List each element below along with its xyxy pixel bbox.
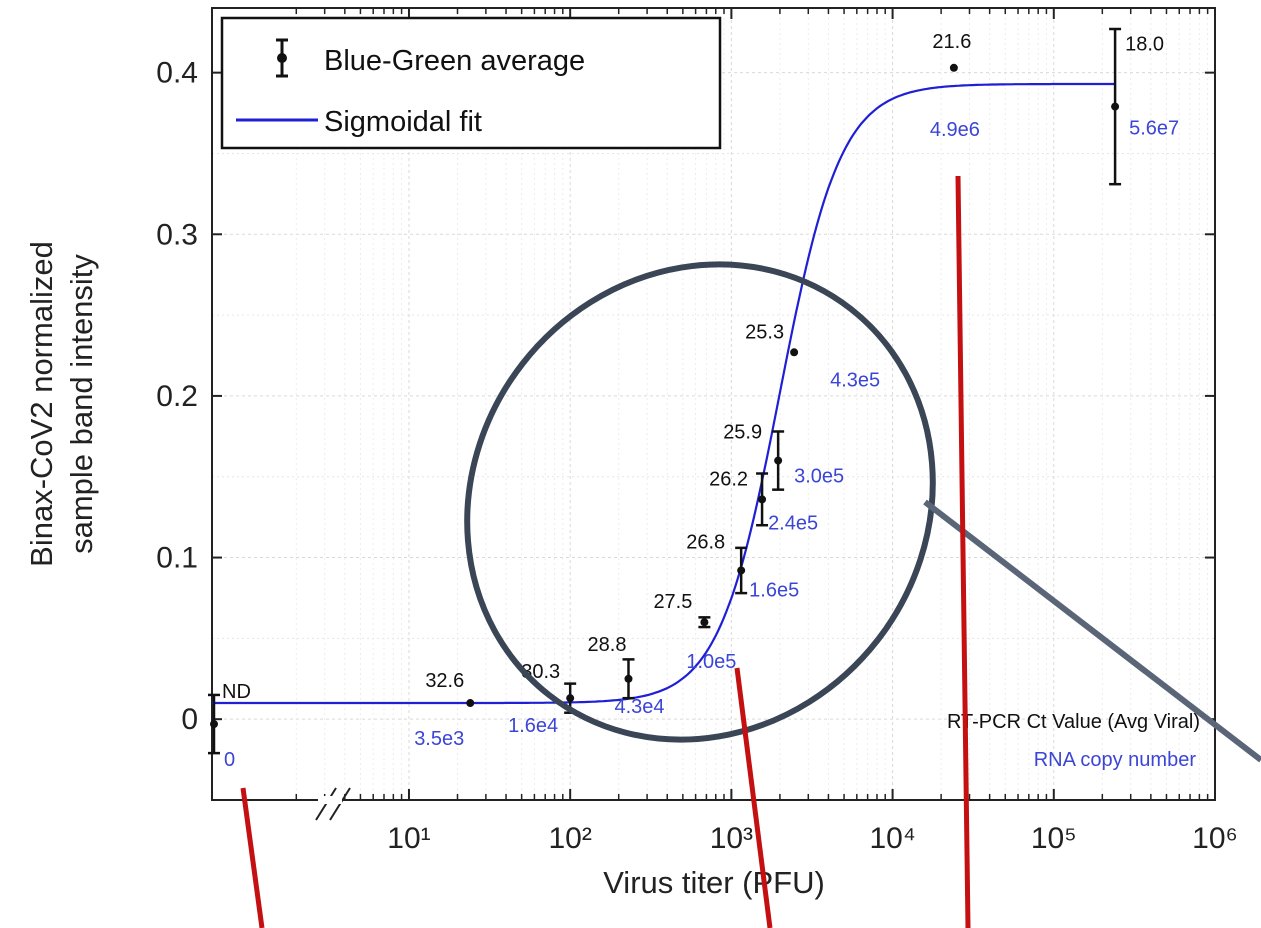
data-point-group (735, 546, 748, 595)
fit-line-group (212, 82, 1115, 705)
ct-heading: RT-PCR Ct Value (Avg Viral) (947, 711, 1200, 733)
data-point (210, 720, 218, 729)
axis-break-mark (315, 787, 351, 821)
data-point-group (756, 472, 769, 527)
y-tick-label: 0.1 (156, 542, 198, 575)
data-point-group (949, 63, 958, 72)
data-point-group (622, 658, 635, 700)
data-point (466, 699, 475, 708)
legend-errorbar-icon (276, 38, 288, 78)
x-tick-label: 10¹ (387, 822, 430, 855)
data-point-group (1109, 27, 1122, 186)
ct-value-label: ND (222, 681, 251, 703)
data-point-group (698, 616, 711, 629)
data-point (700, 618, 709, 627)
data-point (737, 566, 746, 575)
rna-copy-label: 0 (224, 749, 235, 771)
x-tick-label: 10⁴ (869, 822, 915, 855)
data-point (949, 63, 958, 72)
red-pointer-line-4.9e6 (955, 175, 971, 928)
x-axis-title: Virus titer (PFU) (603, 865, 825, 900)
plot-frame (211, 7, 1216, 801)
data-points (208, 27, 1122, 755)
rna-copy-label: 3.5e3 (414, 728, 464, 750)
data-point (1111, 102, 1120, 111)
gray-pointer-line (923, 499, 1261, 763)
point-labels: ND032.63.5e330.31.6e428.84.3e427.51.0e52… (222, 31, 1179, 771)
x-axis-ticks: 10¹ 10² 10³ 10⁴ 10⁵ 10⁶ (295, 8, 1238, 855)
rna-copy-label: 1.0e5 (686, 651, 736, 673)
rna-copy-label: 1.6e5 (749, 579, 799, 601)
legend-label-fit: Sigmoidal fit (324, 106, 482, 138)
data-point (790, 348, 799, 357)
data-point-group (466, 699, 475, 708)
y-tick-label: 0.4 (156, 57, 198, 90)
y-tick-label: 0.2 (156, 380, 198, 413)
x-tick-label: 10⁶ (1192, 822, 1238, 855)
data-point (758, 495, 767, 504)
ct-value-label: 26.2 (709, 468, 748, 490)
rna-copy-label: 4.9e6 (930, 119, 980, 141)
data-point (774, 456, 783, 465)
x-tick-label: 10⁵ (1031, 822, 1077, 855)
ct-value-label: 21.6 (932, 31, 971, 53)
ct-value-label: 26.8 (686, 531, 725, 553)
data-point-group (208, 693, 220, 755)
rna-copy-label: 3.0e5 (794, 466, 844, 488)
y-tick-label: 0 (181, 703, 198, 736)
rna-copy-label: 2.4e5 (768, 512, 818, 534)
legend-label-average: Blue-Green average (324, 45, 585, 77)
ct-value-label: 25.3 (745, 321, 784, 343)
rna-copy-label: 1.6e4 (508, 715, 558, 737)
data-point (566, 694, 575, 703)
y-tick-label: 0.3 (156, 218, 198, 251)
rna-copy-label: 5.6e7 (1129, 118, 1179, 140)
y-axis-title-line2: sample band intensity (64, 254, 99, 554)
legend: Blue-Green average Sigmoidal fit (220, 16, 722, 150)
x-tick-label: 10³ (710, 822, 753, 855)
y-axis-title-line1: Binax-CoV2 normalized (24, 241, 59, 567)
ct-value-label: 32.6 (425, 670, 464, 692)
data-point (624, 674, 633, 683)
rna-copy-label: 4.3e5 (830, 369, 880, 391)
y-axis-title: Binax-CoV2 normalized sample band intens… (24, 241, 99, 567)
data-point-group (772, 430, 785, 491)
ct-value-label: 18.0 (1125, 34, 1164, 56)
highlight-ellipse (464, 261, 936, 743)
ct-value-label: 28.8 (588, 634, 627, 656)
rna-copy-label: 4.3e4 (614, 696, 664, 718)
sigmoidal-fit-line (212, 82, 1115, 705)
x-tick-label: 10² (548, 822, 591, 855)
rna-heading: RNA copy number (1034, 749, 1197, 771)
data-point-group (790, 348, 799, 357)
red-pointer-line-0 (240, 787, 265, 928)
ct-value-label: 25.9 (723, 422, 762, 444)
ct-value-label: 27.5 (653, 591, 692, 613)
red-pointer-line-1e5 (734, 667, 773, 928)
y-axis-ticks: 0 0.1 0.2 0.3 0.4 (156, 57, 1215, 736)
